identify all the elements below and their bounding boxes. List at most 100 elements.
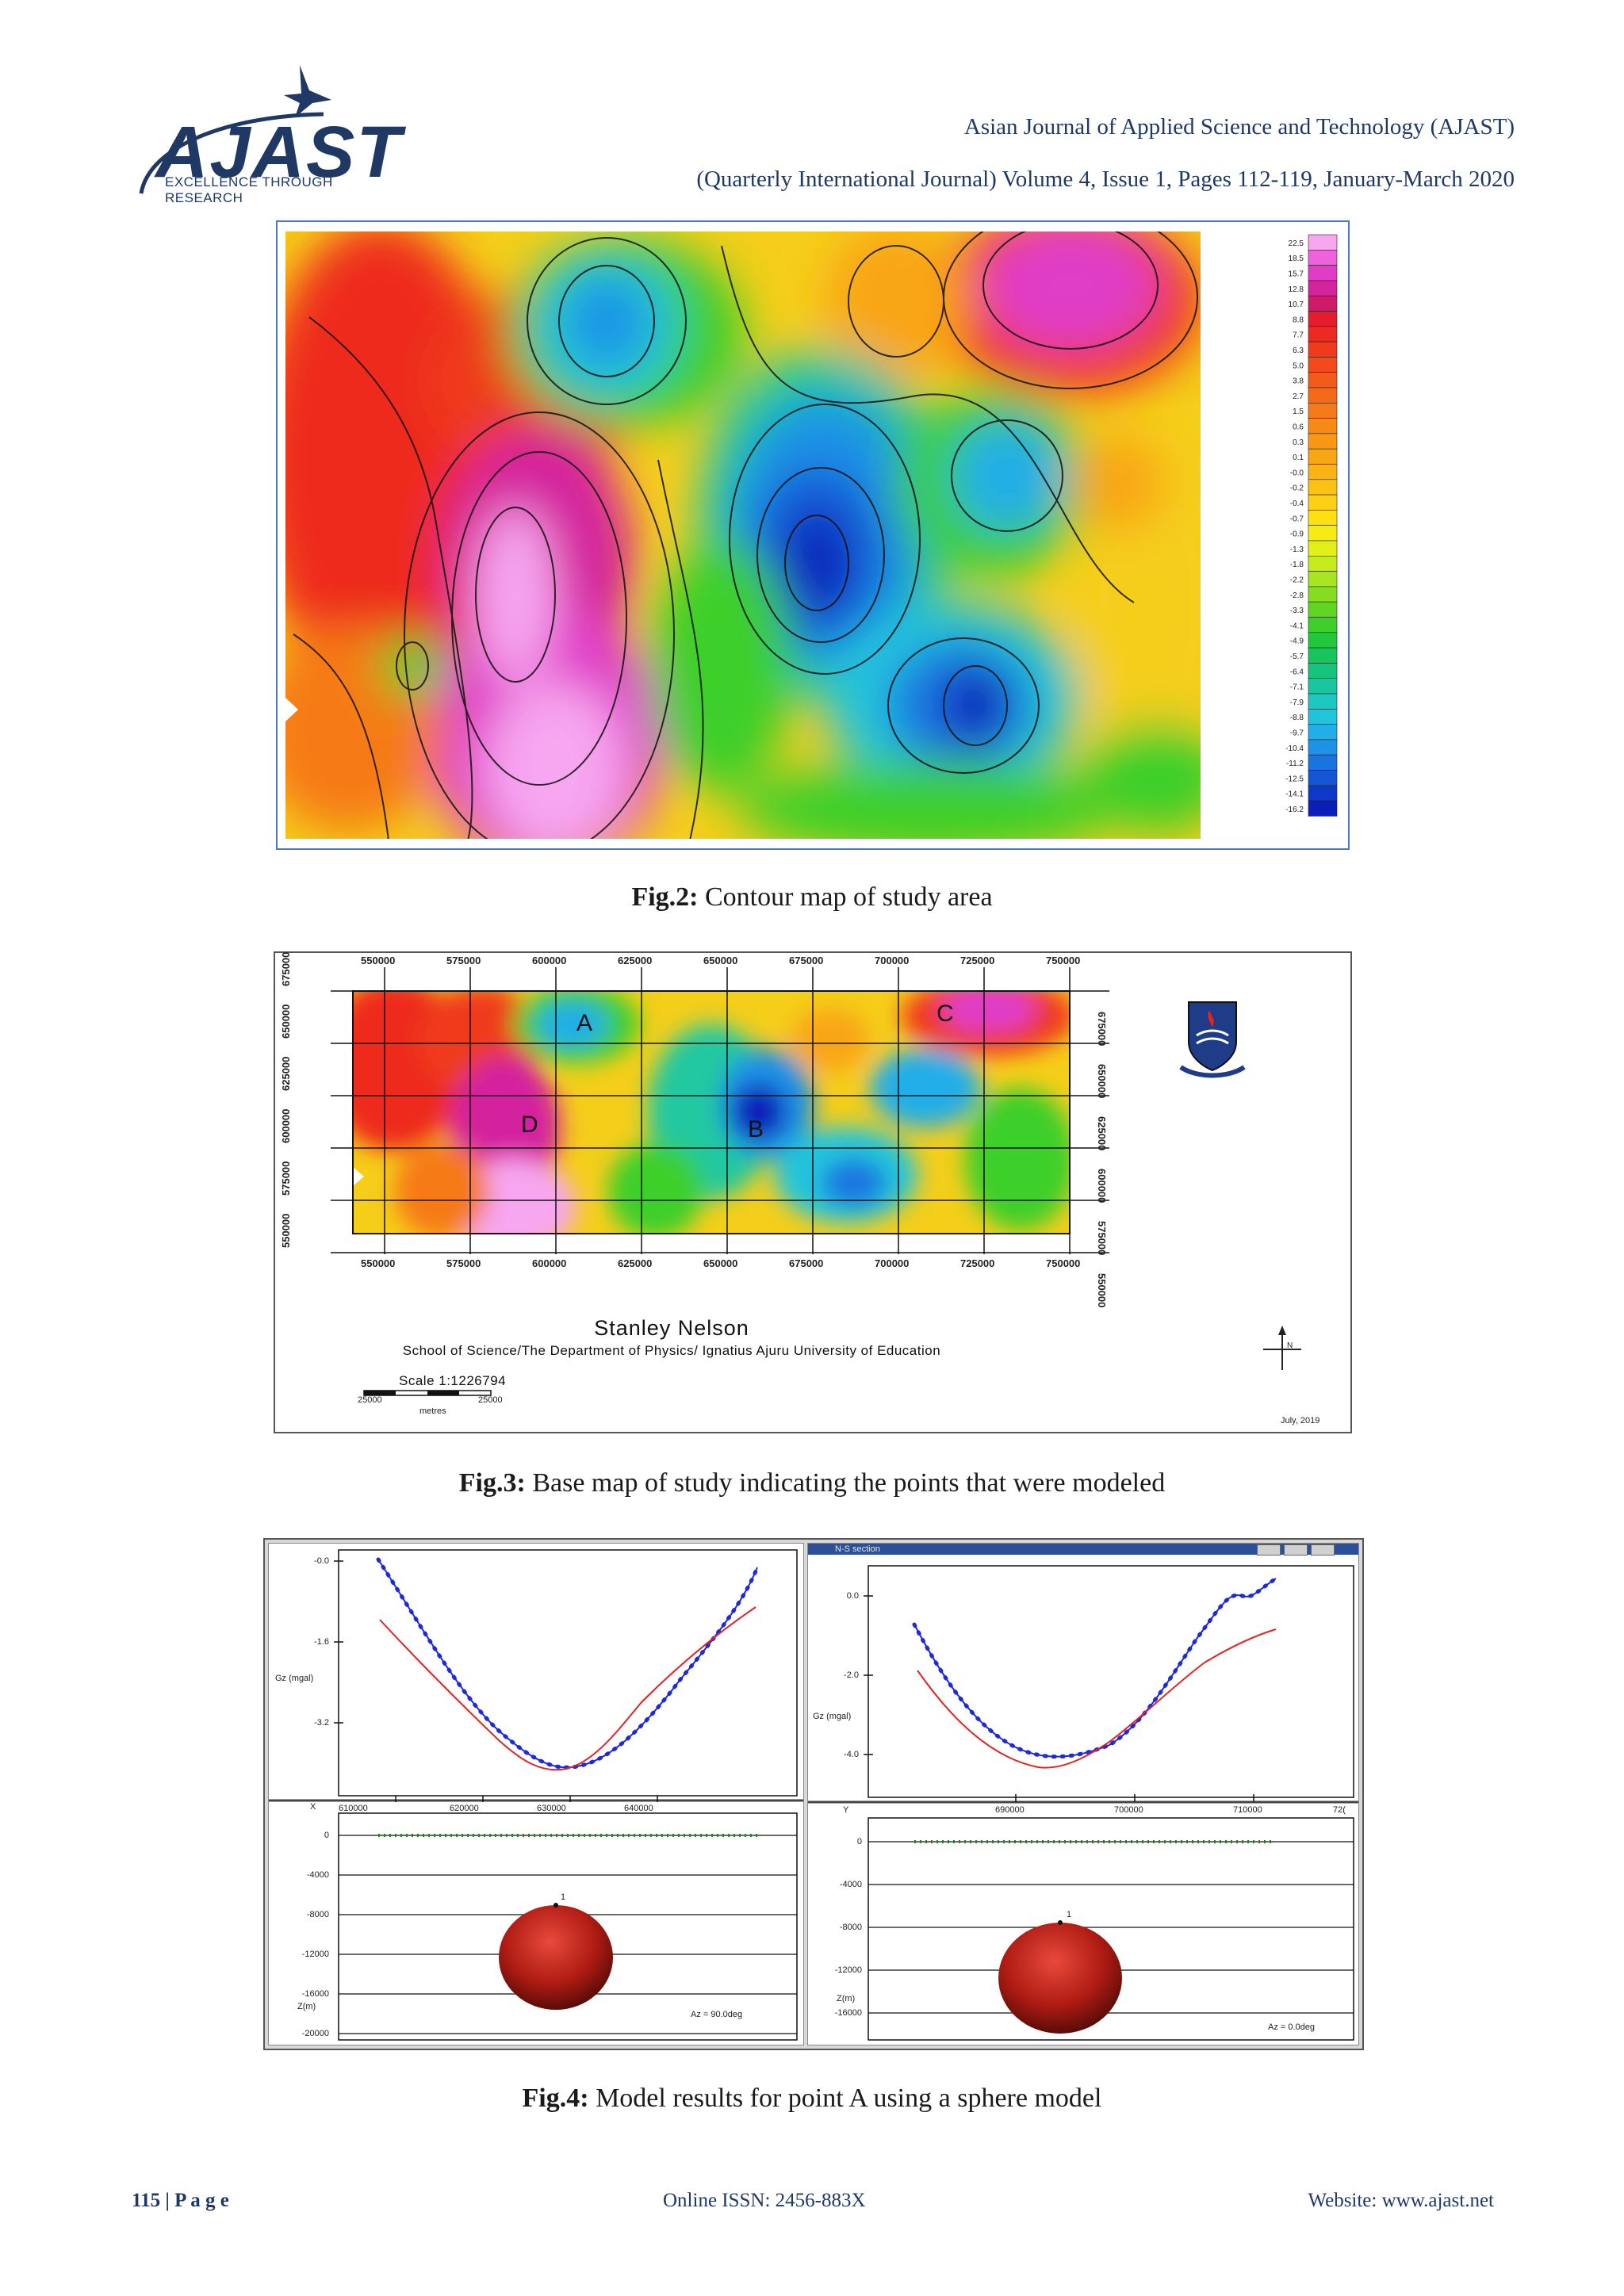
y-tick-left: 575000 <box>280 1161 292 1196</box>
left-model-panel: -0.0 -1.6 -3.2 Gz (mgal) X 610000 620000 630… <box>268 1543 804 2045</box>
point-label-b: B <box>748 1116 764 1142</box>
left-depth-tick: -8000 <box>306 1910 329 1919</box>
page-number: 115 | P a g e <box>132 2190 229 2211</box>
legend-swatch <box>1308 341 1338 358</box>
legend-swatch <box>1308 724 1338 740</box>
legend-value: 5.0 <box>1293 362 1304 370</box>
window-maximize-button[interactable] <box>1284 1544 1308 1556</box>
y-tick-left: 650000 <box>280 1004 292 1039</box>
legend-value: -4.1 <box>1290 622 1304 630</box>
sphere-body-left <box>499 1905 613 2010</box>
left-gz-tick: -3.2 <box>314 1718 329 1728</box>
x-tick-top: 650000 <box>703 955 738 966</box>
legend-swatch <box>1308 433 1338 450</box>
legend-value: -11.2 <box>1286 760 1304 768</box>
legend-swatch <box>1308 601 1338 618</box>
y-tick-right: 650000 <box>1096 1064 1108 1099</box>
legend-value: 0.6 <box>1293 423 1304 431</box>
legend-swatch <box>1308 586 1338 603</box>
right-x-tick: 690000 <box>995 1805 1025 1815</box>
legend-value: 7.7 <box>1293 331 1304 340</box>
legend-value: -8.8 <box>1290 714 1304 722</box>
legend-swatch <box>1308 418 1338 434</box>
fig3-caption: Fig.3: Base map of study indicating the … <box>0 1468 1624 1498</box>
left-depth-tick: -12000 <box>301 1950 329 1959</box>
x-tick-bottom: 750000 <box>1046 1257 1081 1269</box>
right-depth-tick: 0 <box>856 1837 862 1846</box>
right-az-text: Az = 0.0deg <box>1268 2022 1316 2032</box>
legend-swatch <box>1308 403 1338 419</box>
x-tick-bottom: 575000 <box>446 1257 481 1269</box>
right-x-axis-label: Y <box>843 1805 849 1815</box>
left-depth-tick: -20000 <box>301 2029 329 2038</box>
fig2-caption-text: Contour map of study area <box>698 882 993 912</box>
x-tick-top: 700000 <box>875 955 910 966</box>
x-tick-top: 600000 <box>532 955 567 966</box>
window-close-button[interactable] <box>1311 1544 1335 1556</box>
left-gz-tick: -1.6 <box>314 1637 329 1647</box>
legend-swatch <box>1308 448 1338 465</box>
legend-value: -14.1 <box>1285 790 1304 799</box>
legend-swatch <box>1308 555 1338 572</box>
y-tick-right: 625000 <box>1096 1116 1108 1151</box>
sphere-body-right <box>998 1923 1122 2034</box>
point-label-c: C <box>936 1001 954 1027</box>
right-window-titlebar <box>808 1544 1358 1555</box>
legend-value: 10.7 <box>1289 300 1304 309</box>
right-depth-tick: -4000 <box>839 1880 862 1889</box>
left-x-tick: 640000 <box>624 1804 653 1813</box>
legend-value: -0.2 <box>1290 484 1304 493</box>
map-scale-text: Scale 1:1226794 <box>399 1373 507 1388</box>
x-tick-bottom: 700000 <box>875 1257 910 1269</box>
legend-value: 0.1 <box>1293 453 1304 462</box>
scale-units: metres <box>419 1406 446 1416</box>
legend-swatch <box>1308 326 1338 342</box>
base-map-image <box>331 967 1301 1396</box>
window-minimize-button[interactable] <box>1257 1544 1281 1556</box>
fig3-caption-text: Base map of study indicating the points … <box>525 1468 1166 1498</box>
right-depth-tick: -8000 <box>839 1923 862 1932</box>
right-x-tick: 700000 <box>1114 1805 1143 1815</box>
x-tick-top: 750000 <box>1046 955 1081 966</box>
legend-value: 18.5 <box>1289 254 1304 263</box>
legend-swatch <box>1308 708 1338 725</box>
x-tick-top: 675000 <box>789 955 824 966</box>
legend-value: -16.2 <box>1285 806 1304 814</box>
legend-swatch <box>1308 678 1338 695</box>
legend-value: 22.5 <box>1289 239 1304 248</box>
legend-swatch <box>1308 265 1338 281</box>
fig4-caption-text: Model results for point A using a sphere… <box>588 2084 1102 2113</box>
x-tick-top: 575000 <box>446 955 481 966</box>
legend-swatch <box>1308 571 1338 587</box>
contour-map-image: 22.5 18.5 15.7 12.8 10.7 8.8 7.7 6.3 5.0 3.8 2.7 1.… <box>285 232 1338 839</box>
right-x-tick: 710000 <box>1233 1805 1262 1815</box>
fig2-caption: Fig.2: Contour map of study area <box>0 882 1624 913</box>
right-depth-tick: -12000 <box>834 1965 862 1975</box>
point-label-a: A <box>576 1010 593 1036</box>
legend-value: -0.4 <box>1290 499 1304 508</box>
y-tick-right: 675000 <box>1096 1012 1108 1047</box>
scale-right-value: 25000 <box>478 1395 503 1405</box>
legend-swatch <box>1308 311 1338 327</box>
website-link[interactable]: Website: www.ajast.net <box>1308 2190 1495 2211</box>
legend-value: 15.7 <box>1289 270 1304 278</box>
x-tick-bottom: 625000 <box>618 1257 653 1269</box>
map-date: July, 2019 <box>1281 1416 1320 1425</box>
legend-value: -7.9 <box>1290 698 1304 707</box>
legend-swatch <box>1308 464 1338 480</box>
legend-swatch <box>1308 617 1338 633</box>
legend-swatch <box>1308 479 1338 496</box>
left-depth-label: Z(m) <box>297 2002 316 2011</box>
left-body-label: 1 <box>561 1892 566 1902</box>
legend-swatch <box>1308 632 1338 649</box>
scale-bar <box>363 1390 492 1396</box>
legend-swatch <box>1308 295 1338 312</box>
fig3-caption-label: Fig.3: <box>458 1468 526 1498</box>
left-gz-tick: -0.0 <box>314 1556 329 1566</box>
legend-value: 8.8 <box>1293 316 1304 324</box>
right-body-label: 1 <box>1067 1910 1072 1919</box>
point-label-d: D <box>521 1112 538 1138</box>
y-tick-right: 550000 <box>1096 1273 1108 1308</box>
right-profile-plot <box>808 1565 1358 2041</box>
legend-swatch <box>1308 525 1338 541</box>
